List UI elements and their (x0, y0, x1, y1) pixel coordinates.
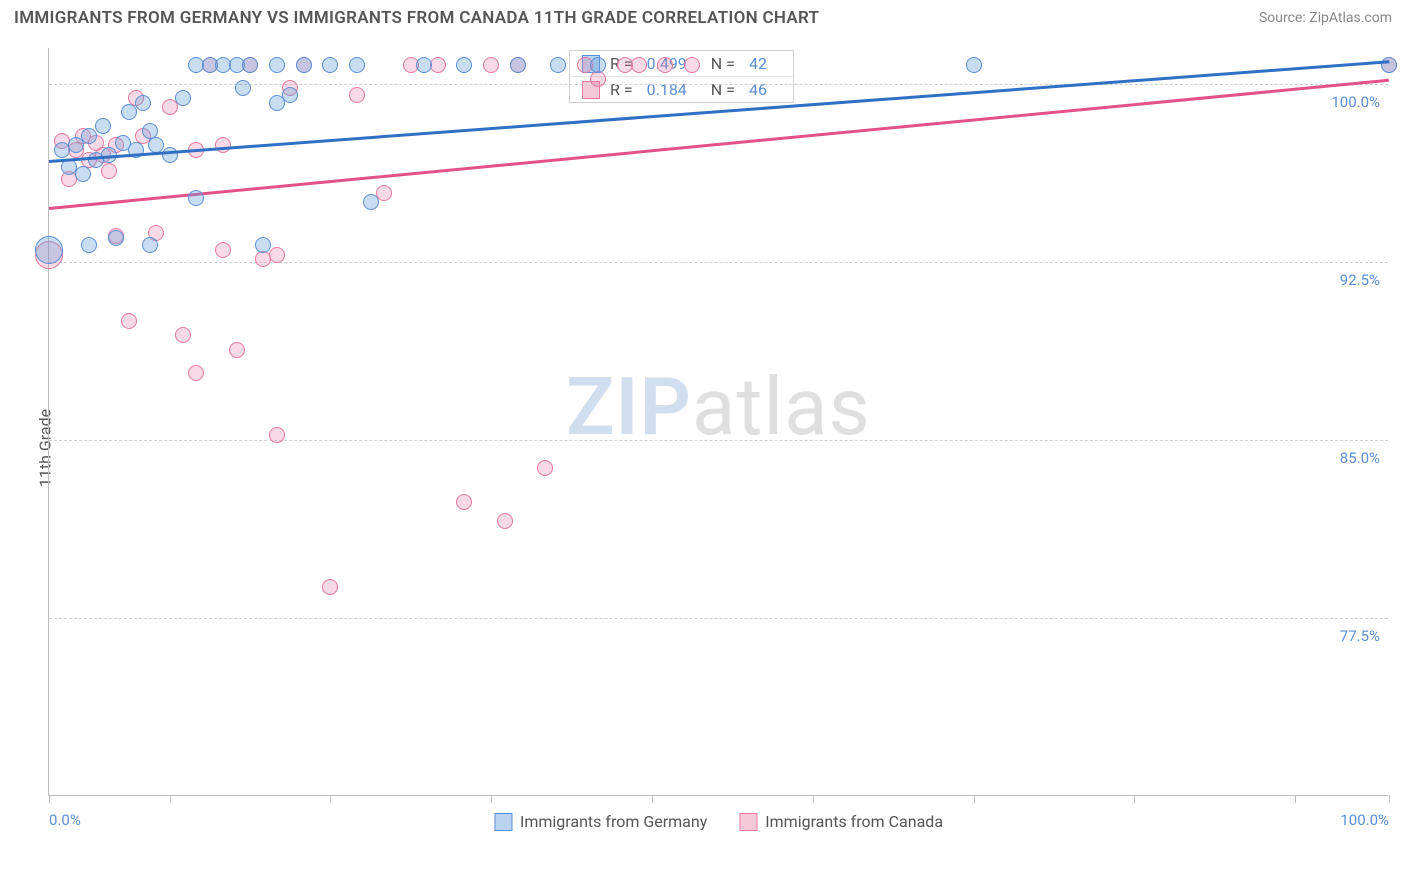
data-point (497, 513, 513, 529)
data-point (108, 230, 124, 246)
data-point (456, 57, 472, 73)
data-point (456, 494, 472, 510)
data-point (363, 194, 379, 210)
n-value-germany: 42 (749, 54, 767, 73)
data-point (269, 247, 285, 263)
data-point (349, 87, 365, 103)
data-point (142, 237, 158, 253)
chart-title: IMMIGRANTS FROM GERMANY VS IMMIGRANTS FR… (14, 8, 819, 28)
y-tick-label: 85.0% (1340, 449, 1380, 467)
legend-label-canada: Immigrants from Canada (765, 812, 943, 831)
chart-area: 11th Grade ZIPatlas R = 0.499 N = 42 R =… (0, 38, 1406, 858)
n-label: N = (711, 54, 735, 73)
swatch-germany-icon (494, 813, 512, 831)
data-point (684, 57, 700, 73)
data-point (322, 57, 338, 73)
data-point (188, 190, 204, 206)
data-point (229, 342, 245, 358)
title-bar: IMMIGRANTS FROM GERMANY VS IMMIGRANTS FR… (0, 0, 1406, 38)
data-point (255, 237, 271, 253)
bottom-legend: Immigrants from Germany Immigrants from … (494, 812, 943, 831)
data-point (135, 95, 151, 111)
data-point (322, 579, 338, 595)
plot-region: ZIPatlas R = 0.499 N = 42 R = 0.184 N = … (48, 48, 1388, 796)
data-point (175, 90, 191, 106)
data-point (376, 185, 392, 201)
y-tick-label: 77.5% (1340, 627, 1380, 645)
x-tick-mark (652, 795, 653, 803)
data-point (95, 118, 111, 134)
legend-item-canada: Immigrants from Canada (739, 812, 943, 831)
data-point (537, 460, 553, 476)
x-tick-mark (1389, 795, 1390, 803)
data-point (188, 365, 204, 381)
x-tick-mark (813, 795, 814, 803)
data-point (590, 71, 606, 87)
data-point (349, 57, 365, 73)
data-point (162, 147, 178, 163)
data-point (282, 87, 298, 103)
x-tick-mark (1134, 795, 1135, 803)
data-point (75, 166, 91, 182)
data-point (657, 57, 673, 73)
data-point (550, 57, 566, 73)
source-label: Source: ZipAtlas.com (1259, 10, 1392, 26)
data-point (296, 57, 312, 73)
x-tick-label: 100.0% (1340, 811, 1389, 829)
data-point (416, 57, 432, 73)
data-point (175, 327, 191, 343)
data-point (215, 137, 231, 153)
data-point (269, 427, 285, 443)
data-point (215, 242, 231, 258)
gridline (49, 618, 1388, 619)
data-point (235, 80, 251, 96)
y-tick-label: 92.5% (1340, 271, 1380, 289)
data-point (590, 57, 606, 73)
data-point (81, 237, 97, 253)
x-tick-mark (1295, 795, 1296, 803)
x-tick-mark (170, 795, 171, 803)
gridline (49, 262, 1388, 263)
x-tick-label: 0.0% (49, 811, 81, 829)
data-point (101, 163, 117, 179)
data-point (269, 57, 285, 73)
x-tick-mark (49, 795, 50, 803)
data-point (121, 313, 137, 329)
data-point (966, 57, 982, 73)
data-point (1381, 57, 1397, 73)
x-tick-mark (974, 795, 975, 803)
data-point (242, 57, 258, 73)
data-point (631, 57, 647, 73)
y-tick-label: 100.0% (1331, 93, 1380, 111)
legend-item-germany: Immigrants from Germany (494, 812, 707, 831)
legend-label-germany: Immigrants from Germany (520, 812, 707, 831)
gridline (49, 440, 1388, 441)
swatch-canada-icon (739, 813, 757, 831)
data-point (483, 57, 499, 73)
data-point (510, 57, 526, 73)
data-point (35, 236, 63, 264)
x-tick-mark (330, 795, 331, 803)
x-tick-mark (491, 795, 492, 803)
